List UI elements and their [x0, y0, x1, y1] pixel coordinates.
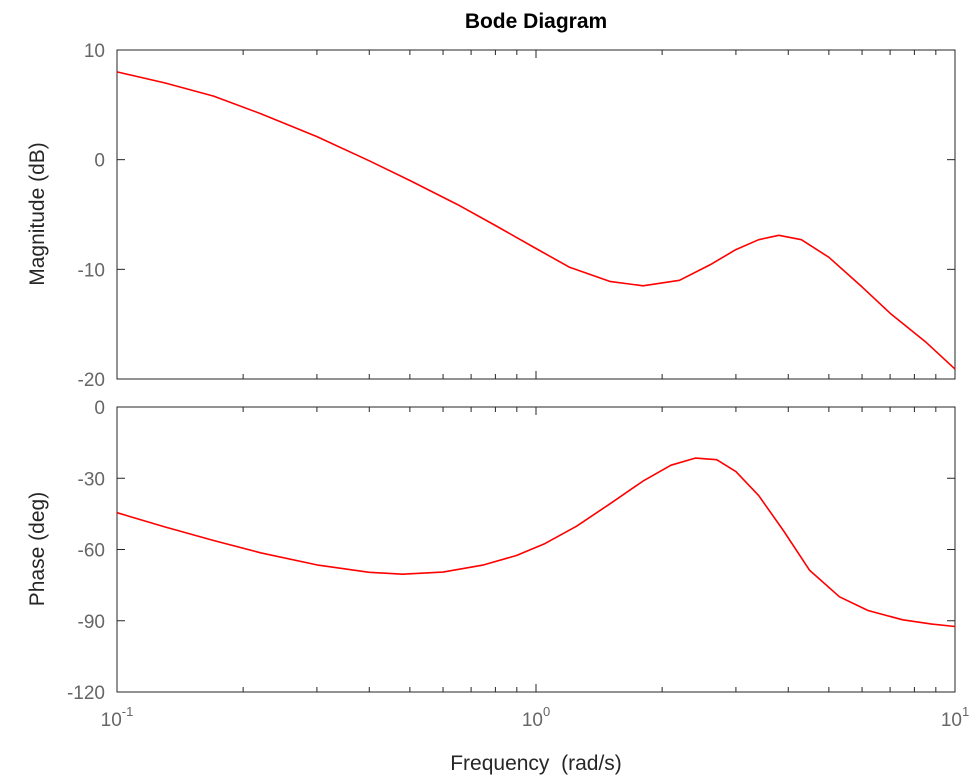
- magnitude-panel: 10 0 -10 -20 Magnitude (dB): [26, 41, 956, 391]
- phase-y-tick-label: -60: [78, 541, 105, 562]
- phase-series-line: [116, 457, 956, 628]
- x-tick-label: 10-1: [101, 704, 134, 731]
- magnitude-y-tick-label: 0: [94, 151, 105, 172]
- magnitude-y-axis-label: Magnitude (dB): [26, 142, 49, 286]
- x-tick-label: 100: [522, 704, 550, 731]
- magnitude-y-tick-label: -20: [78, 370, 105, 391]
- magnitude-y-tick-label: -10: [78, 260, 105, 281]
- phase-y-tick-label: 0: [94, 398, 105, 419]
- phase-y-tick-label: -30: [78, 469, 105, 490]
- chart-title: Bode Diagram: [465, 10, 607, 33]
- magnitude-axes-box: [116, 49, 956, 380]
- phase-y-tick-label: -120: [67, 683, 105, 704]
- magnitude-y-tick-label: 10: [84, 41, 105, 62]
- phase-panel: 0 -30 -60 -90 -120 Phase (deg) 10-1 100 101: [26, 398, 969, 731]
- magnitude-series-line: [116, 71, 956, 370]
- phase-y-axis-label: Phase (deg): [26, 492, 49, 606]
- phase-y-tick-label: -90: [78, 612, 105, 633]
- x-axis-label: Frequency (rad/s): [450, 752, 622, 775]
- phase-axes-box: [116, 406, 956, 693]
- x-tick-label: 101: [941, 704, 969, 731]
